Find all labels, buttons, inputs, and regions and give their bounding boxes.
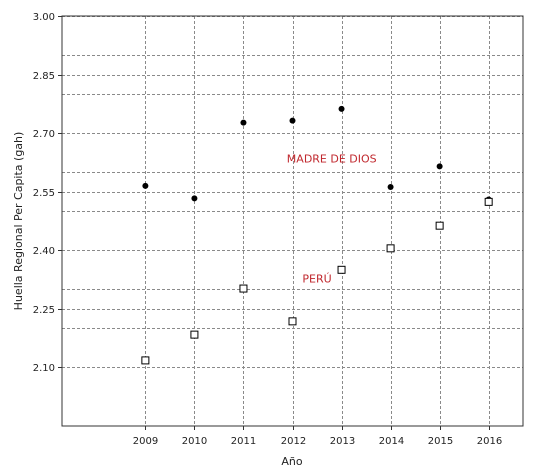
y-tick-label: 2.10 — [33, 363, 55, 374]
annotation-label: MADRE DE DIOS — [287, 152, 377, 165]
point-peru — [337, 265, 346, 274]
point-peru — [435, 221, 444, 230]
y-axis: 2.10 2.25 2.40 2.55 2.70 2.85 3.00 — [33, 12, 62, 374]
annotations: MADRE DE DIOS PERÚ — [287, 152, 377, 285]
point-peru — [141, 356, 150, 365]
grid-lines — [62, 16, 523, 426]
x-axis: 2009 2010 2011 2012 2013 2014 2015 2016 — [133, 426, 502, 447]
x-tick-label: 2010 — [182, 436, 207, 447]
x-tick-label: 2012 — [281, 436, 306, 447]
y-tick-label: 2.85 — [33, 71, 55, 82]
point-madre-de-dios — [387, 184, 394, 191]
point-peru — [288, 317, 297, 326]
point-madre-de-dios — [436, 163, 443, 170]
annotation-label: PERÚ — [302, 273, 331, 286]
x-tick-label: 2013 — [330, 436, 355, 447]
point-madre-de-dios — [338, 105, 345, 112]
point-madre-de-dios — [191, 195, 198, 202]
point-peru — [386, 244, 395, 253]
x-tick-label: 2011 — [231, 436, 256, 447]
point-peru — [484, 197, 493, 206]
point-peru — [190, 330, 199, 339]
point-madre-de-dios — [142, 182, 149, 189]
x-tick-label: 2014 — [379, 436, 404, 447]
data-points — [141, 105, 493, 365]
point-peru — [239, 284, 248, 293]
point-madre-de-dios — [289, 117, 296, 124]
y-tick-label: 2.40 — [33, 246, 55, 257]
plot-frame — [61, 15, 524, 427]
x-tick-label: 2009 — [133, 436, 158, 447]
y-tick-label: 2.70 — [33, 129, 55, 140]
x-tick-label: 2015 — [428, 436, 453, 447]
x-axis-title: Año — [281, 455, 302, 468]
x-tick-label: 2016 — [477, 436, 502, 447]
y-axis-title: Huella Regional Per Capita (gah) — [12, 132, 25, 311]
y-tick-label: 2.25 — [33, 305, 55, 316]
y-tick-label: 2.55 — [33, 188, 55, 199]
y-tick-label: 3.00 — [33, 12, 55, 23]
point-madre-de-dios — [240, 119, 247, 126]
